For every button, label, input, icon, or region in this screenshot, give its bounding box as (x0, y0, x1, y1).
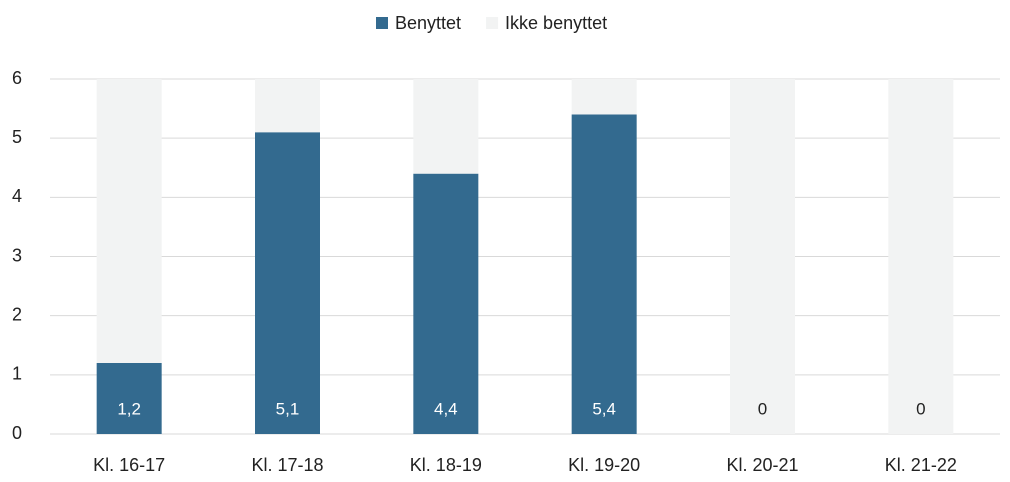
legend-label: Ikke benyttet (505, 13, 607, 33)
y-tick-label: 6 (12, 68, 22, 88)
legend-label: Benyttet (395, 13, 461, 33)
x-tick-label: Kl. 20-21 (726, 455, 798, 475)
legend-swatch (376, 17, 388, 29)
bar-segment (96, 79, 162, 363)
bar-segment (888, 79, 954, 434)
data-label: 0 (758, 399, 767, 418)
bar-segment (413, 173, 479, 434)
x-tick-label: Kl. 17-18 (251, 455, 323, 475)
x-tick-label: Kl. 16-17 (93, 455, 165, 475)
bar-segment (255, 79, 320, 133)
bar-segment (96, 363, 162, 434)
bar-segment (730, 79, 795, 434)
data-label: 0 (916, 399, 925, 418)
bar-segment (571, 79, 637, 115)
y-tick-label: 0 (12, 423, 22, 443)
x-tick-label: Kl. 21-22 (885, 455, 957, 475)
legend-swatch (486, 17, 499, 29)
y-tick-label: 1 (12, 364, 22, 384)
data-label: 4,4 (434, 399, 458, 418)
bar-segment (255, 132, 320, 434)
y-tick-label: 3 (12, 245, 22, 265)
x-tick-label: Kl. 18-19 (410, 455, 482, 475)
bar-segment (571, 114, 637, 434)
data-label: 5,1 (276, 399, 300, 418)
data-label: 5,4 (592, 399, 616, 418)
bar-segment (413, 79, 479, 174)
data-label: 1,2 (117, 399, 141, 418)
x-tick-label: Kl. 19-20 (568, 455, 640, 475)
y-tick-label: 5 (12, 127, 22, 147)
y-tick-label: 4 (12, 186, 22, 206)
y-tick-label: 2 (12, 304, 22, 324)
